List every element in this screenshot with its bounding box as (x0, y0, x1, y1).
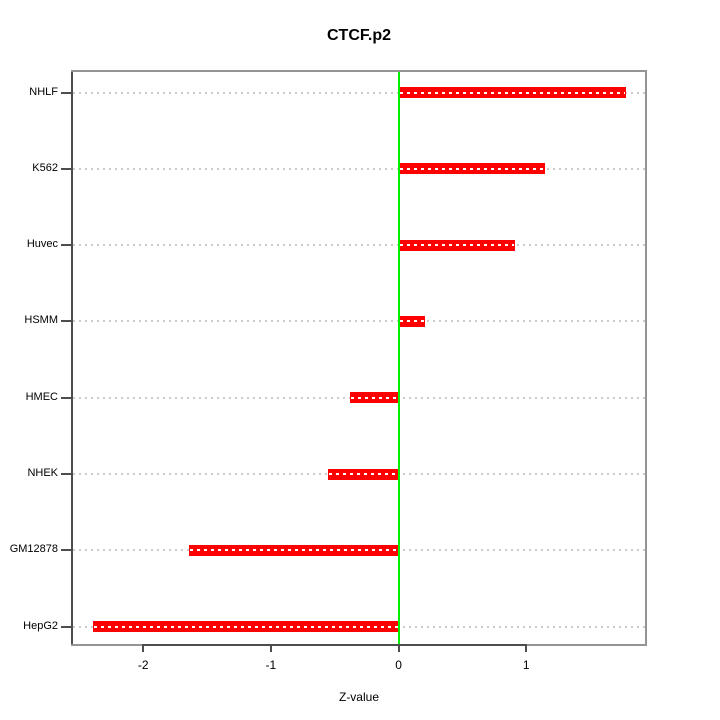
y-axis-label: HepG2 (23, 619, 58, 632)
x-tick-label: 0 (395, 658, 402, 672)
y-tick (61, 549, 71, 552)
y-tick (61, 244, 71, 247)
x-tick-label: 1 (522, 658, 530, 672)
bar-center-dash (399, 91, 625, 94)
y-axis-line (71, 72, 73, 644)
x-tick-label: -1 (265, 658, 277, 672)
y-axis-label: K562 (32, 161, 58, 174)
gridline (73, 167, 645, 170)
bar-center-dash (399, 320, 425, 323)
x-axis-line (142, 644, 528, 646)
x-tick (397, 646, 400, 652)
y-tick (61, 91, 71, 94)
bar-center-dash (94, 625, 398, 628)
bar-hmec (350, 392, 399, 404)
y-tick (61, 167, 71, 170)
gridline (73, 91, 645, 94)
bar-k562 (398, 163, 546, 175)
bar-center-dash (399, 167, 545, 170)
chart-title: CTCF.p2 (327, 27, 391, 44)
bar-center-dash (399, 244, 514, 247)
y-tick (61, 396, 71, 399)
bar-gm12878 (189, 544, 399, 556)
x-axis-label: Z-value (338, 690, 379, 704)
y-axis-label: GM12878 (9, 543, 58, 556)
x-tick-label: -2 (137, 658, 149, 672)
bar-hsmm (398, 315, 426, 327)
zero-line (397, 72, 400, 644)
bar-nhek (328, 468, 399, 480)
gridline (73, 244, 645, 247)
y-axis-label: HSMM (24, 314, 58, 327)
y-axis-label: Huvec (26, 238, 58, 251)
bar-center-dash (351, 396, 398, 399)
bar-huvec (398, 239, 515, 251)
gridline (73, 320, 645, 323)
y-tick (61, 473, 71, 475)
y-axis-label: NHLF (29, 85, 58, 98)
y-axis-label: HMEC (25, 390, 58, 403)
x-tick (142, 646, 145, 652)
x-tick (269, 646, 272, 652)
bar-center-dash (190, 549, 398, 552)
y-axis-label: NHEK (27, 467, 58, 479)
y-tick (61, 625, 71, 628)
bar-nhlf (398, 87, 626, 98)
plot-inner (73, 72, 645, 644)
bar-hepg2 (93, 621, 399, 633)
y-tick (61, 320, 71, 323)
plot-area (71, 70, 647, 646)
x-tick (525, 646, 528, 652)
bar-center-dash (329, 473, 398, 475)
